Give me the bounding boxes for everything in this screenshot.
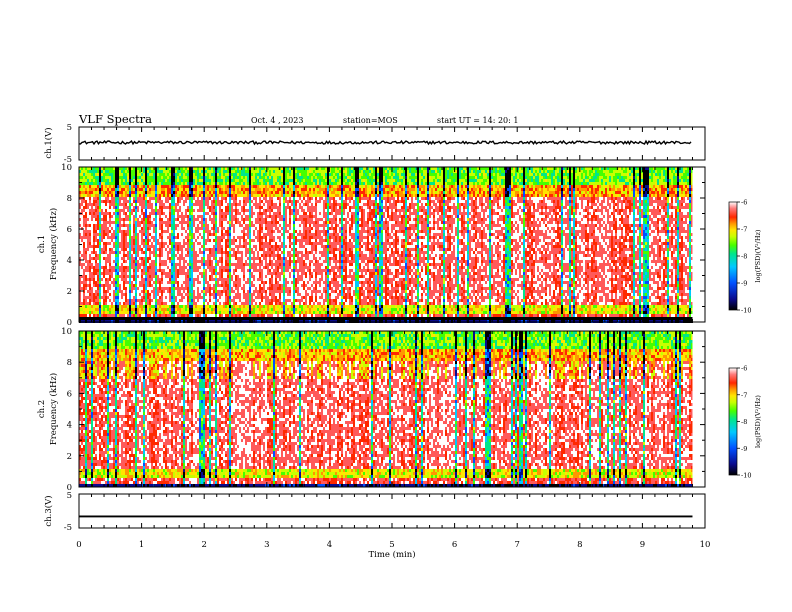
frequency-ytick-label: 10	[61, 327, 72, 337]
header-start-time: start UT = 14: 20: 1	[437, 116, 518, 125]
ch3-voltage-ylabel: ch.3(V)	[43, 495, 54, 526]
colorbar-gradient	[728, 367, 738, 476]
ch1-ytick-label: -5	[64, 155, 72, 165]
time-axis-label: Time (min)	[368, 549, 415, 560]
ch1-voltage-trace	[79, 139, 692, 146]
ch1-frequency-ylabel: Frequency (kHz)	[48, 208, 59, 280]
ch2-spectrogram-image	[79, 331, 705, 487]
colorbar-tick-label: -10	[741, 472, 751, 480]
ch3-voltage-panel: 5 -5 ch.3(V)	[43, 491, 706, 533]
time-xtick-label: 0	[76, 540, 81, 550]
colorbar-tick-label: -7	[741, 391, 747, 399]
frequency-ytick-label: 0	[67, 483, 72, 493]
colorbar-tick-label: -6	[741, 199, 747, 207]
ch1-spectrogram-panel: 0 2 4 6 8 10 ch.1 Frequency (kHz)	[37, 163, 706, 328]
colorbar-gradient	[728, 201, 738, 311]
ch3-ytick-label: -5	[64, 523, 72, 533]
header-station: station=MOS	[343, 116, 398, 125]
ch2-frequency-ylabel: Frequency (kHz)	[48, 373, 59, 445]
ch2-spectrogram-ylabel: ch.2	[37, 400, 47, 418]
time-xtick-label: 2	[201, 540, 206, 550]
colorbar-tick-label: -9	[741, 445, 747, 453]
time-xtick-label: 3	[264, 540, 269, 550]
ch1-spectrogram-image	[79, 167, 705, 323]
ch1-spectrogram-ylabel: ch.1	[37, 235, 47, 253]
ch1-voltage-ylabel: ch.1(V)	[43, 127, 54, 158]
frequency-ytick-label: 8	[67, 194, 72, 204]
colorbar-label: log(PSD)(V²/Hz)	[754, 395, 762, 448]
frequency-ytick-label: 4	[67, 421, 72, 431]
colorbar-tick-label: -6	[741, 365, 747, 373]
colorbar-label: log(PSD)(V²/Hz)	[754, 229, 762, 282]
colorbar-tick-label: -7	[741, 226, 747, 234]
ch3-ytick-label: 5	[67, 491, 72, 501]
frequency-ytick-label: 2	[67, 452, 72, 462]
time-xtick-label: 8	[577, 540, 582, 550]
ch2-colorbar: -6 -7 -8 -9 -10 log(PSD)(V²/Hz)	[728, 365, 762, 480]
ch3-voltage-frame	[78, 493, 706, 529]
time-xtick-label: 7	[514, 540, 519, 550]
colorbar-tick-label: -10	[741, 307, 751, 315]
header-date: Oct. 4 , 2023	[251, 116, 303, 125]
time-axis-ticks	[78, 127, 706, 528]
frequency-ytick-label: 2	[67, 287, 72, 297]
colorbar-tick-label: -9	[741, 280, 747, 288]
time-xtick-label: 10	[700, 540, 711, 550]
ch1-voltage-panel: 5 -5 ch.1(V)	[43, 123, 706, 165]
frequency-ytick-label: 10	[61, 163, 72, 173]
colorbar-tick-label: -8	[741, 418, 747, 426]
frequency-ytick-label: 8	[67, 358, 72, 368]
frequency-ytick-label: 6	[67, 389, 72, 399]
time-axis-tick-labels: 0 1 2 3 4 5 6 7 8 9 10	[76, 540, 710, 550]
time-xtick-label: 5	[389, 540, 394, 550]
frequency-ytick-label: 4	[67, 256, 72, 266]
time-xtick-label: 1	[139, 540, 144, 550]
time-xtick-label: 4	[327, 540, 332, 550]
colorbar-tick-label: -8	[741, 253, 747, 261]
frequency-ytick-label: 6	[67, 225, 72, 235]
time-xtick-label: 9	[640, 540, 645, 550]
frequency-ytick-label: 0	[67, 318, 72, 328]
time-xtick-label: 6	[452, 540, 457, 550]
ch1-ytick-label: 5	[67, 123, 72, 133]
ch1-colorbar: -6 -7 -8 -9 -10 log(PSD)(V²/Hz)	[728, 199, 762, 315]
ch2-spectrogram-panel: 0 2 4 6 8 10 ch.2 Frequency (kHz)	[37, 327, 706, 493]
figure-title: VLF Spectra	[78, 112, 152, 126]
